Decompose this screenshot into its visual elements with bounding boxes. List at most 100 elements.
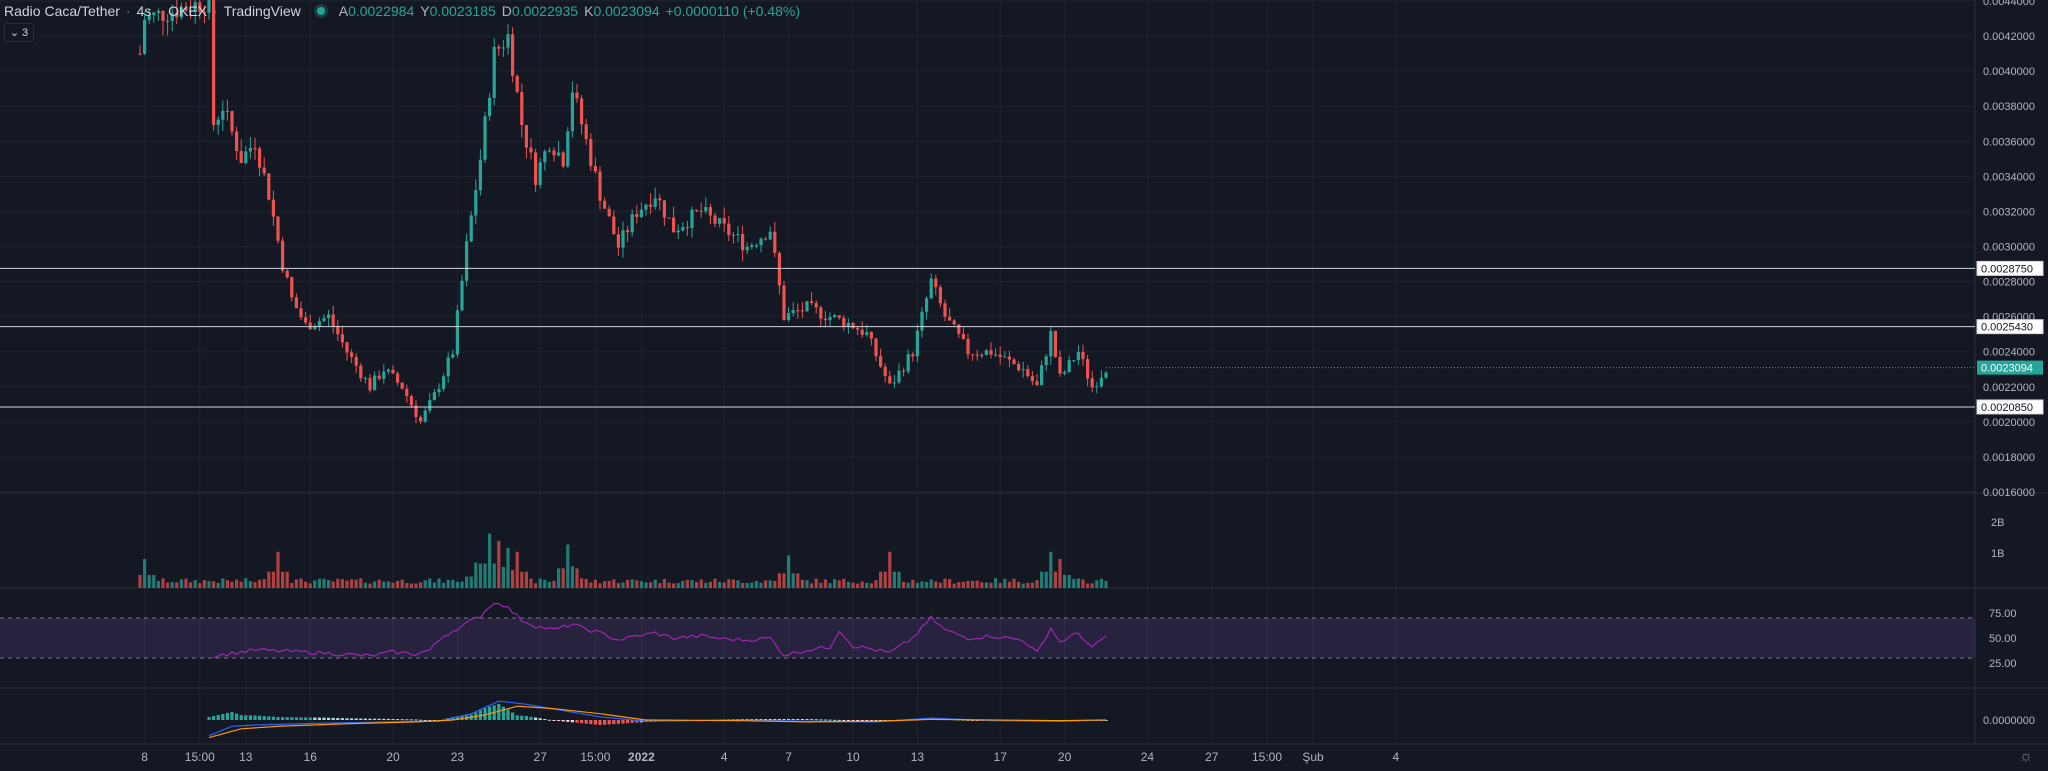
volume-bar [759,582,763,588]
volume-bar [138,574,142,588]
volume-bar [488,533,492,588]
price-tick-label: 0.0028000 [1983,277,2035,289]
volume-bar [994,578,998,588]
volume-bar [796,573,800,588]
macd-histogram-bar [561,720,565,722]
volume-bar [377,579,381,588]
candle-body [616,234,620,248]
macd-histogram-bar [846,720,850,721]
volume-bar [971,580,975,588]
low-value: 0.0022935 [511,3,579,19]
volume-bar [1104,580,1108,588]
candle-body [1058,356,1062,374]
candle-body [787,313,791,321]
volume-bar [649,582,653,588]
price-tick-label: 0.0020000 [1983,417,2035,429]
volume-bar [170,582,174,588]
time-tick-label: 15:00 [185,750,215,764]
candle-body [584,124,588,140]
volume-bar [952,583,956,588]
volume-bar [1021,583,1025,588]
candle-body [727,223,731,235]
candle-body [948,316,952,321]
indicators-collapse-button[interactable]: ⌄ 3 [4,23,34,42]
price-tick-label: 0.0024000 [1983,347,2035,359]
candle-body [777,252,781,286]
volume-bar [929,579,933,588]
candle-body [1017,363,1021,371]
volume-bar [768,580,772,588]
candle-body [1067,360,1071,372]
volume-bar [543,579,547,588]
macd-histogram-bar [373,718,377,720]
time-tick-label: 27 [534,750,548,764]
volume-bar [511,570,515,588]
volume-bar [998,583,1002,588]
level-label: 0.0028750 [1981,263,2033,275]
symbol-title[interactable]: Radio Caca/Tether · 4s · OKEX · TradingView [4,3,301,19]
volume-bar [143,559,147,588]
volume-bar [1058,559,1062,588]
volume-bar [777,573,781,588]
candle-body [267,173,271,200]
candle-body [304,317,308,323]
volume-bar [382,581,386,588]
volume-bar [538,578,542,588]
volume-bar [193,580,197,588]
candle-body [704,207,708,212]
time-tick-label: 4 [1392,750,1399,764]
macd-histogram-bar [547,719,551,721]
candle-body [391,369,395,374]
volume-bar [736,580,740,588]
gear-icon[interactable]: ☼ [2018,748,2034,765]
candle-body [920,311,924,331]
candle-body [1040,365,1044,386]
candle-body [524,125,528,148]
volume-bar [699,579,703,588]
candle-body [271,199,275,217]
volume-bar [828,583,832,588]
volume-bar [313,580,317,588]
macd-histogram-bar [570,720,574,723]
volume-bar [161,578,165,588]
volume-bar [363,582,367,588]
candle-body [796,310,800,312]
price-tick-label: 0.0038000 [1983,101,2035,113]
candle-body [308,322,312,330]
volume-bar [814,578,818,588]
volume-bar [1007,581,1011,588]
volume-bar [667,582,671,588]
macd-histogram-bar [359,718,363,720]
candle-body [759,238,763,246]
candle-body [460,280,464,311]
macd-histogram-bar [607,720,611,725]
volume-bar [432,582,436,588]
macd-histogram-bar [350,718,354,720]
candle-body [580,98,584,125]
volume-bar [557,568,561,588]
macd-histogram-bar [225,712,229,720]
volume-bar [681,580,685,588]
volume-bar [787,555,791,588]
volume-bar [1044,571,1048,588]
candle-body [1021,369,1025,371]
volume-bar [152,574,156,588]
candle-body [934,278,938,288]
time-tick-label: 20 [386,750,400,764]
candle-body [547,150,551,152]
volume-bar [1053,571,1057,588]
price-tick-label: 0.0032000 [1983,206,2035,218]
volume-bar [262,579,266,588]
volume-bar [414,583,418,588]
macd-histogram-bar [409,719,413,721]
candle-body [892,382,896,384]
macd-histogram-bar [377,718,381,720]
candle-body [262,167,266,174]
candle-body [989,350,993,355]
price-tick-label: 0.0016000 [1983,487,2035,499]
candle-body [276,216,280,241]
candle-body [538,162,542,185]
candle-body [791,310,795,314]
volume-bar [658,583,662,588]
